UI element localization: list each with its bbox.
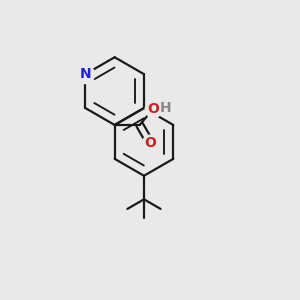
- Text: O: O: [144, 136, 156, 150]
- Text: O: O: [147, 102, 159, 116]
- Text: H: H: [160, 101, 172, 115]
- Text: N: N: [80, 67, 91, 81]
